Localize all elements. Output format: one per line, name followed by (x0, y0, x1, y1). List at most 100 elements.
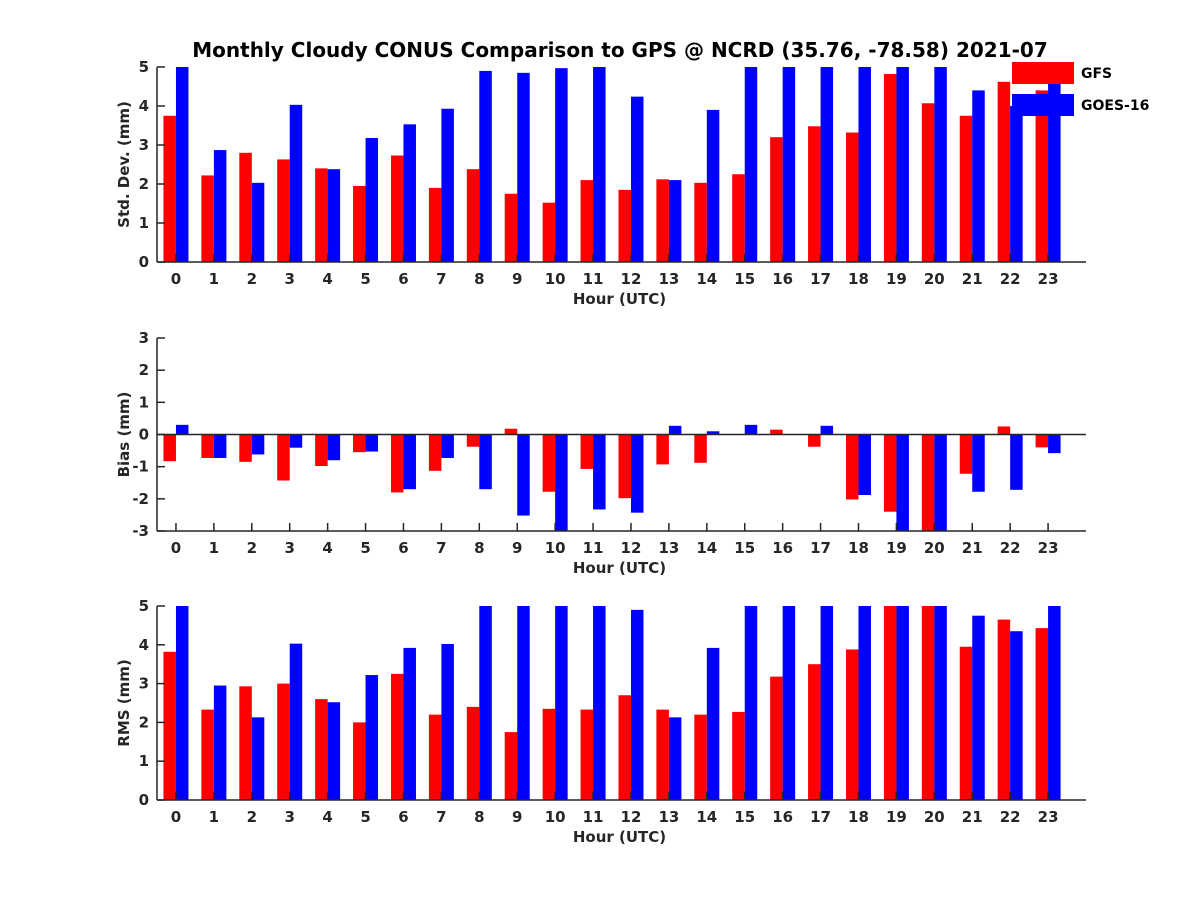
legend-swatch-goes-16 (1012, 94, 1074, 116)
bar-goes-16-hour-9 (517, 434, 530, 516)
bar-gfs-hour-0 (163, 651, 176, 800)
x-axis-label: Hour (UTC) (573, 290, 666, 308)
x-tick-label: 7 (436, 808, 446, 826)
bar-goes-16-hour-19 (896, 606, 909, 800)
bar-gfs-hour-12 (618, 695, 631, 800)
x-tick-label: 21 (962, 270, 983, 288)
bar-gfs-hour-4 (315, 434, 328, 467)
bar-goes-16-hour-21 (972, 615, 985, 800)
x-tick-label: 9 (512, 539, 522, 557)
bar-gfs-hour-2 (239, 434, 252, 462)
bar-goes-16-hour-13 (668, 425, 682, 435)
bar-goes-16-hour-0 (175, 67, 189, 262)
bar-goes-16-hour-7 (441, 644, 454, 800)
x-tick-label: 5 (360, 808, 370, 826)
bar-gfs-hour-22 (997, 81, 1011, 262)
bar-goes-16-hour-19 (896, 434, 909, 531)
bar-gfs-hour-22 (997, 426, 1011, 435)
bar-goes-16-hour-8 (479, 606, 492, 800)
bar-gfs-hour-22 (997, 619, 1011, 800)
y-tick-label: -3 (132, 522, 149, 540)
bar-gfs-hour-2 (239, 152, 252, 262)
bar-goes-16-hour-4 (327, 169, 341, 262)
bar-gfs-hour-8 (466, 706, 480, 800)
x-tick-label: 14 (696, 270, 717, 288)
y-tick-label: 3 (139, 675, 149, 693)
x-tick-label: 19 (886, 808, 907, 826)
bar-goes-16-hour-7 (441, 434, 454, 458)
bar-gfs-hour-23 (1035, 434, 1049, 448)
x-tick-label: 0 (171, 539, 181, 557)
bar-goes-16-hour-9 (517, 606, 530, 800)
x-tick-label: 0 (171, 270, 181, 288)
bar-gfs-hour-14 (694, 714, 707, 800)
bar-goes-16-hour-17 (820, 606, 834, 800)
bar-gfs-hour-9 (504, 732, 518, 800)
bar-gfs-hour-0 (163, 434, 176, 462)
bar-goes-16-hour-1 (213, 685, 227, 800)
bar-goes-16-hour-8 (479, 434, 492, 490)
y-tick-label: 5 (139, 58, 149, 76)
bar-gfs-hour-7 (428, 187, 442, 262)
x-tick-label: 13 (658, 539, 679, 557)
bar-goes-16-hour-22 (1010, 106, 1023, 262)
bar-goes-16-hour-23 (1048, 434, 1061, 454)
bar-goes-16-hour-5 (365, 137, 379, 262)
x-tick-label: 19 (886, 539, 907, 557)
x-tick-label: 20 (924, 808, 945, 826)
bar-gfs-hour-12 (618, 189, 631, 262)
bar-gfs-hour-8 (466, 169, 480, 262)
y-axis-label: RMS (mm) (115, 659, 133, 746)
x-tick-label: 12 (621, 808, 642, 826)
bar-gfs-hour-17 (808, 434, 821, 447)
bar-goes-16-hour-15 (744, 606, 758, 800)
y-tick-label: -1 (132, 458, 149, 476)
legend: GFS GOES-16 (1012, 62, 1149, 116)
x-tick-label: 0 (171, 808, 181, 826)
x-tick-label: 12 (621, 270, 642, 288)
bar-gfs-hour-21 (959, 115, 973, 262)
x-tick-label: 2 (247, 270, 257, 288)
x-tick-label: 3 (284, 808, 294, 826)
x-tick-label: 19 (886, 270, 907, 288)
y-axis-label: Bias (mm) (115, 392, 133, 478)
bar-goes-16-hour-11 (593, 606, 606, 800)
y-tick-label: -2 (132, 490, 149, 508)
bar-goes-16-hour-3 (289, 104, 303, 262)
x-tick-label: 22 (1000, 270, 1021, 288)
bar-goes-16-hour-10 (555, 434, 568, 531)
x-tick-label: 1 (209, 270, 219, 288)
y-tick-label: 0 (139, 791, 149, 809)
x-tick-label: 8 (474, 270, 484, 288)
bar-gfs-hour-6 (390, 155, 404, 262)
bar-goes-16-hour-23 (1048, 606, 1061, 800)
bar-goes-16-hour-5 (365, 434, 379, 452)
x-tick-label: 1 (209, 808, 219, 826)
legend-label-gfs: GFS (1081, 66, 1112, 82)
x-tick-label: 5 (360, 270, 370, 288)
bar-goes-16-hour-1 (213, 434, 227, 458)
x-tick-label: 5 (360, 539, 370, 557)
bar-gfs-hour-3 (277, 159, 290, 262)
x-tick-label: 16 (772, 270, 793, 288)
x-tick-label: 10 (545, 808, 566, 826)
bar-goes-16-hour-22 (1010, 434, 1023, 490)
bar-gfs-hour-19 (883, 606, 897, 800)
y-tick-label: 4 (139, 636, 149, 654)
legend-swatch-gfs (1012, 62, 1074, 84)
y-tick-label: 1 (139, 214, 149, 232)
x-tick-label: 21 (962, 808, 983, 826)
x-tick-label: 4 (322, 270, 332, 288)
bar-goes-16-hour-11 (593, 67, 606, 262)
bar-goes-16-hour-16 (782, 606, 796, 800)
bar-gfs-hour-4 (315, 168, 328, 262)
legend-label-goes-16: GOES-16 (1081, 98, 1149, 114)
bar-goes-16-hour-14 (706, 647, 720, 800)
bar-gfs-hour-18 (845, 434, 859, 500)
x-tick-label: 6 (398, 539, 408, 557)
x-tick-label: 11 (583, 808, 604, 826)
x-tick-label: 14 (696, 539, 717, 557)
y-tick-label: 0 (139, 426, 149, 444)
bar-gfs-hour-5 (353, 722, 366, 800)
